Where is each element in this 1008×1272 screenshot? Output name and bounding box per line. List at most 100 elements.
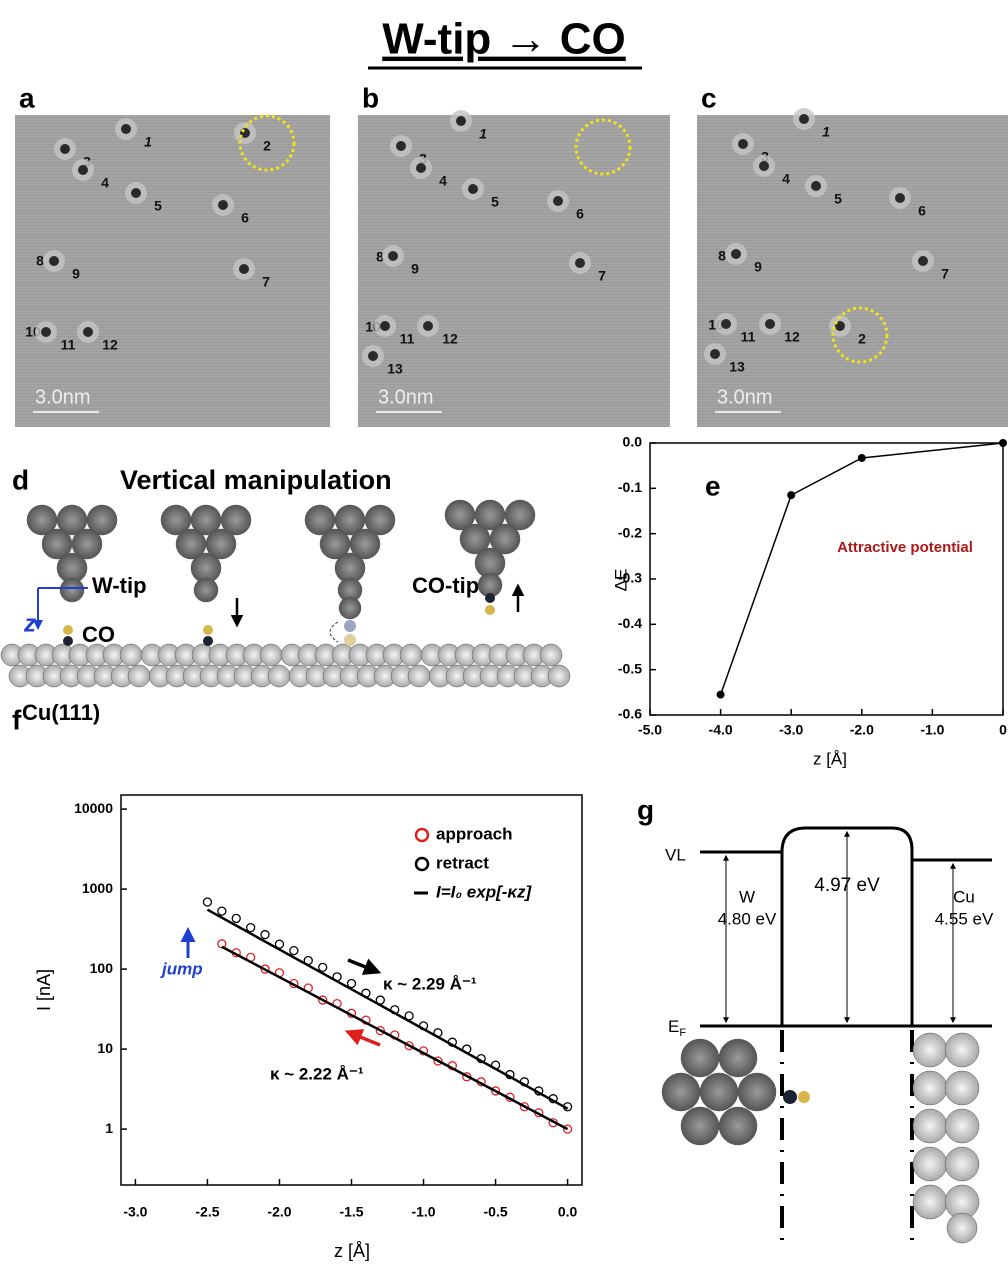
molecule-number: 6 [576,206,584,222]
x-axis-label: z [Å] [813,749,847,768]
co-label: CO [82,622,115,647]
scale-bar-label: 3.0nm [35,386,91,408]
data-point [260,929,270,940]
panel-title: Vertical manipulation [120,465,392,495]
molecule-number: 11 [61,337,76,353]
molecule [131,188,141,198]
molecule-number: 2 [858,331,866,347]
data-point [716,690,725,699]
atom [718,1106,758,1146]
atom [364,504,396,536]
atom [912,1070,948,1106]
atom [71,528,103,560]
panel-d: d Vertical manipulation W-tip z CO Cu(11… [0,464,571,725]
c-atom [203,636,213,646]
molecule [468,184,478,194]
figure-title: W-tip → CO [382,15,626,64]
atom [718,1038,758,1078]
data-point [404,1041,414,1051]
atom [912,1184,948,1220]
y-axis-label: I [nA] [34,969,54,1011]
y-tick-label: 100 [90,960,114,976]
data-point [787,491,796,500]
atom [699,1072,739,1112]
molecule-number: 1 [479,126,487,142]
molecule [49,256,59,266]
molecule-number: 5 [491,194,499,210]
y-tick-label: -0.5 [618,660,642,676]
atom [944,1146,980,1182]
molecule [799,114,809,124]
atom [407,664,431,688]
atom [912,1108,948,1144]
atom [912,1032,948,1068]
molecule [60,144,70,154]
vacuum-level [700,826,992,862]
surface-label: Cu(111) [22,700,100,725]
molecule [765,319,775,329]
data-point [202,897,213,907]
molecule-number: 13 [729,359,745,375]
y-tick-label: -0.1 [618,479,642,495]
molecule-number: 11 [400,331,415,347]
molecule [368,351,378,361]
molecule-number: 1 [822,124,830,140]
molecule [721,319,731,329]
data-point [433,1056,443,1066]
molecule [811,181,821,191]
x-tick-label: -2.5 [195,1204,219,1220]
scale-bar-label: 3.0nm [717,386,773,408]
x-tick-label: -4.0 [709,722,733,738]
molecule-number: 5 [834,191,842,207]
data-point [260,964,270,974]
cu-value: 4.55 eV [935,909,994,928]
atom [86,504,118,536]
annotation: κ ~ 2.29 Å⁻¹ [383,974,477,993]
molecule [456,116,466,126]
gap-value: 4.97 eV [814,875,880,896]
data-point [318,962,328,973]
atom [267,664,291,688]
x-tick-label: -1.0 [411,1204,435,1220]
vl-label: VL [665,845,686,864]
atom [205,528,237,560]
c-atom [63,636,73,646]
dashed-arrow [329,621,339,643]
w-value: 4.80 eV [718,909,777,928]
molecule [78,165,88,175]
molecule [895,193,905,203]
atom [349,528,381,560]
y-axis-label: ΔE [611,569,630,592]
atom [661,1072,701,1112]
atom [220,504,252,536]
legend-swatch [414,827,430,843]
atom [539,643,563,667]
molecule-number: 6 [241,210,249,226]
panel-label: g [637,794,654,825]
molecule [121,124,131,134]
atom [944,1108,980,1144]
molecule-number: 9 [72,266,80,282]
atom [119,643,143,667]
o-atom [63,625,73,635]
y-tick-label: 0.0 [623,434,643,450]
y-tick-label: -0.4 [618,615,642,631]
x-tick-label: -2.0 [267,1204,291,1220]
data-point [318,995,328,1005]
molecule [396,141,406,151]
molecule-number: 8 [376,249,384,265]
panel-label: a [19,82,35,113]
atom [59,577,85,603]
molecule-number: 6 [918,203,926,219]
molecule-number: 5 [154,198,162,214]
data-point [562,1124,573,1134]
atom [946,1212,978,1244]
y-tick-label: -0.2 [618,524,642,540]
atom [259,643,283,667]
stm-panels: a1234567891011123.0nmb13456789101112133.… [15,82,1008,427]
data-point [217,939,227,949]
molecule [41,327,51,337]
molecule [218,200,228,210]
stm-image [15,115,330,427]
molecule [710,349,720,359]
